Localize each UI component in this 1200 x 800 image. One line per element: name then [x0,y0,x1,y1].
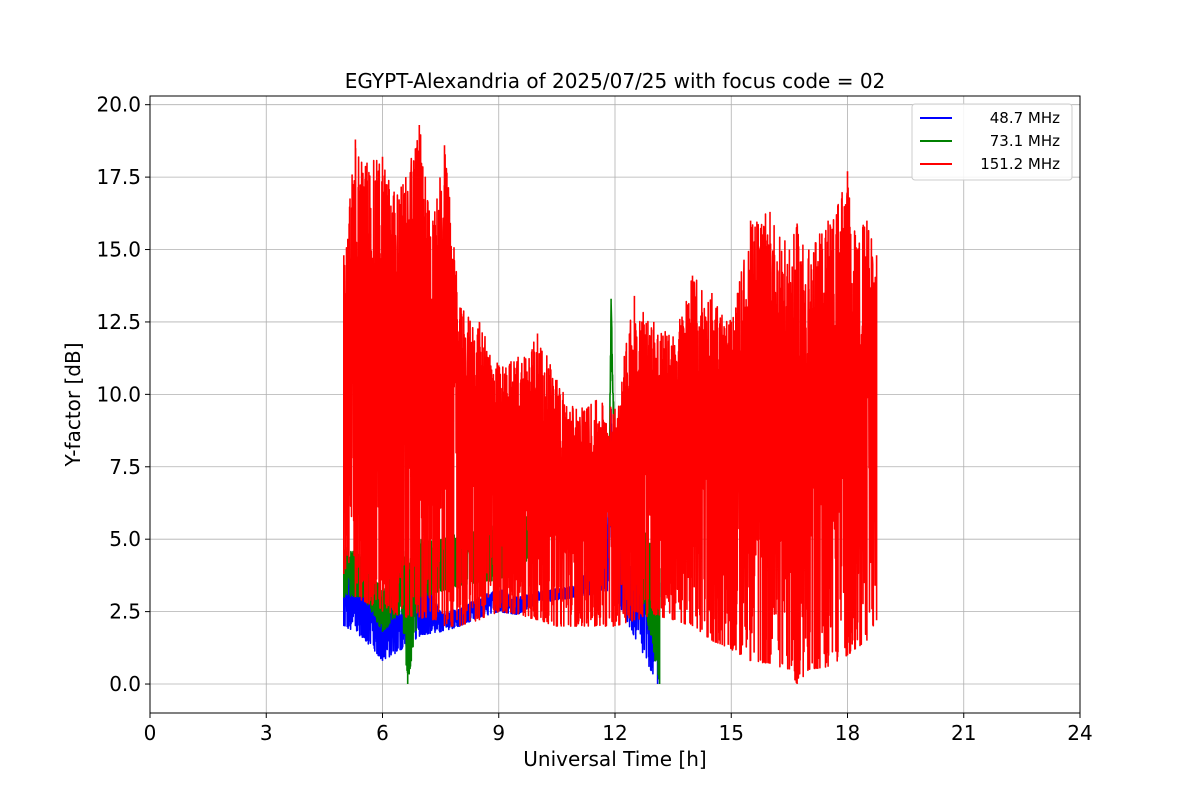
x-tick-label: 3 [260,721,273,745]
legend: 48.7 MHz 73.1 MHz 151.2 MHz [911,103,1073,181]
y-tick-label: 0.0 [109,672,141,696]
x-tick-label: 6 [376,721,389,745]
y-tick-label: 15.0 [96,238,141,262]
y-tick-label: 17.5 [96,165,141,189]
legend-label: 151.2 MHz [980,155,1060,173]
y-tick-label: 5.0 [109,527,141,551]
legend-box [911,103,1073,181]
y-tick-label: 7.5 [109,455,141,479]
ticks: 0 3 6 9 12 15 18 21 24 0.0 2.5 5.0 7.5 10.0 12.5 15.0 17… [96,93,1092,745]
legend-label: 48.7 MHz [990,109,1060,127]
chart-title: EGYPT-Alexandria of 2025/07/25 with focu… [345,69,886,93]
series-line [343,125,878,685]
x-tick-label: 18 [835,721,860,745]
y-axis-title: Y-factor [dB] [61,342,85,467]
y-tick-label: 2.5 [109,600,141,624]
y-tick-label: 12.5 [96,310,141,334]
x-axis-title: Universal Time [h] [523,747,706,771]
x-tick-label: 15 [719,721,744,745]
x-tick-label: 9 [492,721,505,745]
x-tick-label: 24 [1067,721,1092,745]
y-tick-label: 20.0 [96,93,141,117]
plot-area [343,125,878,685]
x-tick-label: 21 [951,721,976,745]
x-tick-label: 12 [602,721,627,745]
legend-label: 73.1 MHz [990,132,1060,150]
x-tick-label: 0 [144,721,157,745]
y-tick-label: 10.0 [96,382,141,406]
